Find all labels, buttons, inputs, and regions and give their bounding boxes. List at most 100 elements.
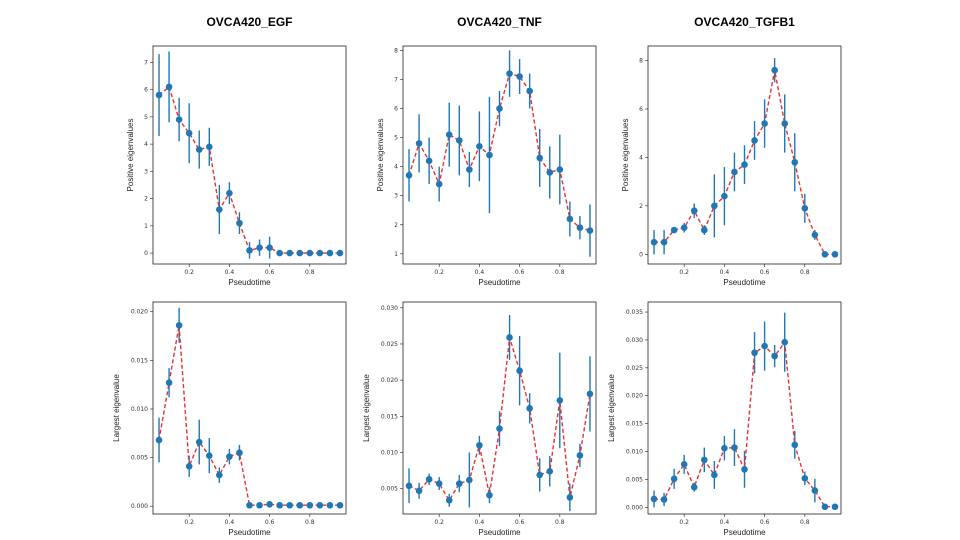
y-tick-label: 0.035: [626, 309, 643, 316]
panel-4: 0.2 0.4 0.6 0.8 0.000 0.005 0.010 0.015 0.020 Pse…: [112, 301, 347, 537]
data-point: [546, 468, 554, 475]
x-tick-label: 0.4: [225, 269, 235, 276]
data-point: [216, 471, 223, 479]
panel-5: 0.2 0.4 0.6 0.8 0.005 0.010 0.015 0.020 0.025 0.0…: [362, 301, 597, 537]
data-point: [306, 501, 314, 509]
x-tick-label: 0.6: [515, 269, 525, 276]
panel-2: OVCA420_TNF 0.2 0.4 0.6 0.8 1 2 3 4 5 6 7 8 Pseudotim…: [376, 15, 597, 287]
data-point: [536, 471, 544, 479]
data-point: [405, 172, 413, 179]
y-tick-label: 2: [144, 196, 148, 203]
y-tick-label: 3: [144, 168, 148, 175]
data-point: [721, 444, 728, 452]
data-point: [781, 338, 789, 346]
data-point: [226, 453, 233, 460]
data-point: [650, 238, 658, 246]
x-tick-label: 0.6: [760, 519, 770, 526]
data-point: [811, 231, 819, 239]
y-tick-label: 5: [394, 135, 398, 142]
y-tick-label: 4: [639, 154, 643, 161]
y-axis-label: Largest eigenvalue: [607, 374, 616, 442]
x-tick-label: 0.6: [760, 269, 770, 276]
data-point: [721, 192, 728, 200]
y-axis-label: Positive eigenvalues: [126, 119, 135, 192]
y-tick-label: 0.000: [626, 504, 643, 511]
data-point: [455, 480, 463, 487]
plot-frame: [402, 45, 597, 265]
data-point: [246, 247, 253, 254]
data-point: [556, 397, 564, 404]
data-point: [286, 249, 294, 257]
data-point: [286, 501, 294, 509]
data-point: [445, 496, 453, 504]
x-axis-label: Pseudotime: [478, 278, 521, 287]
data-point: [801, 204, 809, 212]
chart-title: OVCA420_EGF: [206, 15, 292, 29]
y-tick-label: 0.010: [381, 449, 398, 456]
data-point: [185, 129, 193, 137]
y-tick-label: 1: [394, 251, 398, 258]
y-axis-label: Largest eigenvalue: [362, 374, 371, 442]
panel-6: 0.2 0.4 0.6 0.8 0.000 0.005 0.010 0.015 0.020 0.0…: [607, 301, 842, 537]
x-tick-label: 0.4: [475, 519, 485, 526]
x-tick-label: 0.6: [265, 519, 275, 526]
data-point: [316, 249, 324, 257]
x-axis-label: Pseudotime: [478, 528, 521, 537]
x-tick-label: 0.2: [679, 519, 689, 526]
data-point: [670, 475, 678, 483]
data-point: [236, 219, 243, 227]
data-point: [650, 495, 658, 503]
data-point: [276, 501, 283, 509]
panel-1: OVCA420_EGF 0.2 0.4 0.6 0.8 0 1 2 3 4 5 6 7 Pseudotim…: [126, 15, 347, 287]
data-point: [185, 463, 193, 470]
y-tick-label: 0: [639, 251, 643, 258]
data-point: [336, 249, 344, 257]
x-tick-label: 0.6: [265, 269, 275, 276]
data-point: [761, 120, 768, 127]
chart-title: OVCA420_TNF: [457, 15, 542, 29]
data-point: [791, 158, 799, 166]
data-point: [566, 215, 574, 223]
x-tick-label: 0.2: [184, 269, 194, 276]
data-point: [415, 140, 423, 147]
data-point: [326, 249, 334, 257]
data-point: [195, 146, 203, 153]
data-point: [236, 449, 243, 457]
panel-3: OVCA420_TGFB1 0.2 0.4 0.6 0.8 0 2 4 6 8 Pseudotime…: [621, 15, 842, 287]
y-tick-label: 0.005: [381, 486, 398, 493]
data-point: [435, 180, 443, 188]
data-point: [526, 405, 533, 412]
data-point: [496, 425, 503, 432]
data-point: [771, 66, 778, 74]
data-point: [516, 73, 523, 80]
y-tick-label: 0.020: [626, 393, 643, 400]
data-point: [296, 501, 304, 509]
data-point: [781, 120, 789, 127]
data-point: [821, 503, 829, 511]
data-point: [660, 496, 668, 503]
data-point: [445, 131, 453, 138]
data-point: [831, 251, 839, 258]
data-point: [165, 379, 173, 387]
plot-frame: [647, 301, 842, 515]
data-point: [496, 105, 503, 112]
x-tick-label: 0.2: [434, 269, 444, 276]
data-point: [831, 503, 839, 511]
data-point: [680, 224, 688, 231]
data-point: [506, 70, 513, 77]
y-tick-label: 0.000: [131, 503, 148, 510]
x-tick-label: 0.8: [555, 269, 565, 276]
data-point: [256, 244, 263, 251]
data-point: [326, 501, 334, 509]
data-point: [741, 466, 748, 473]
data-point: [690, 207, 698, 215]
x-tick-label: 0.4: [720, 269, 730, 276]
data-point: [405, 482, 413, 490]
data-point: [425, 475, 433, 483]
x-tick-label: 0.4: [475, 269, 485, 276]
data-point: [266, 500, 273, 508]
data-point: [751, 137, 758, 144]
data-point: [586, 390, 594, 398]
data-point: [466, 166, 473, 173]
